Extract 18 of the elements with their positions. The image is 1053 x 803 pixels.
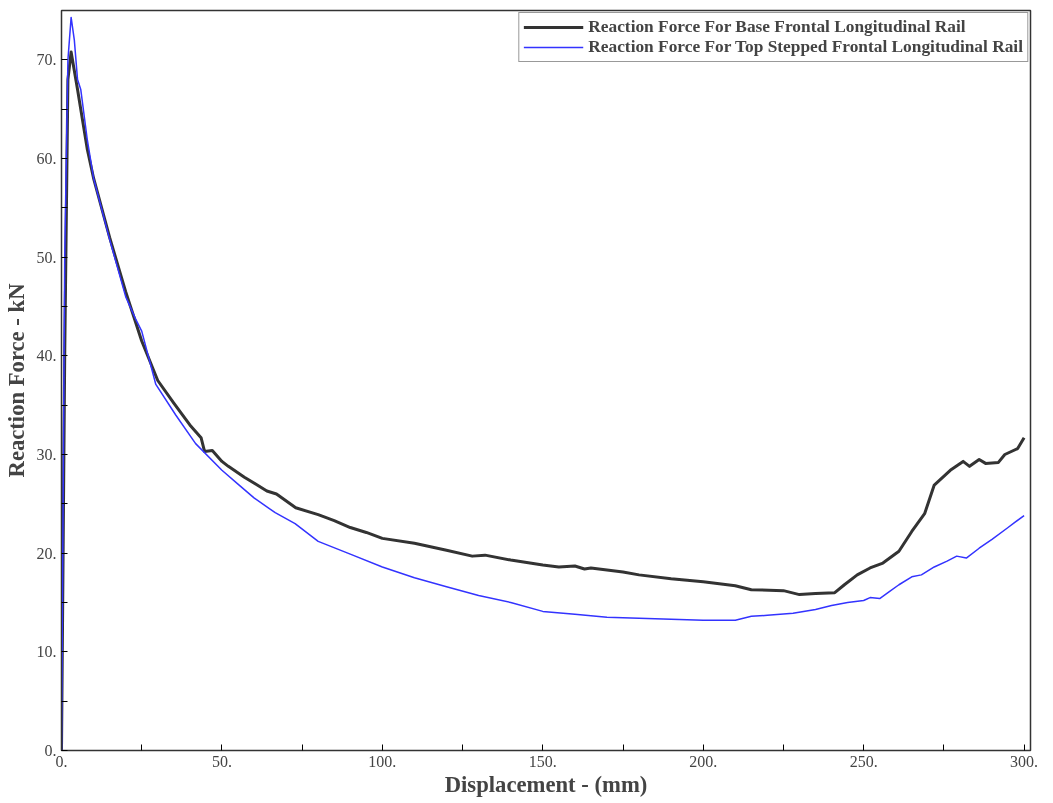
- x-tick-label: 100.: [368, 752, 397, 770]
- legend-label: Reaction Force For Top Stepped Frontal Longitudinal Rail: [588, 37, 1023, 57]
- y-tick-label: 70.: [36, 51, 57, 69]
- x-tick-label: 150.: [528, 752, 557, 770]
- y-tick-label: 40.: [36, 347, 57, 365]
- y-tick-label: 60.: [36, 150, 57, 167]
- x-tick-label: 200.: [689, 752, 718, 770]
- x-tick-label: 300.: [1010, 752, 1039, 770]
- y-tick-label: 30.: [36, 446, 57, 463]
- y-tick-label: 10.: [36, 643, 57, 661]
- x-tick-label: 50.: [211, 752, 232, 770]
- x-axis-title: Displacement - (mm): [444, 771, 648, 797]
- y-tick-label: 20.: [36, 544, 57, 562]
- x-tick-label: 250.: [849, 752, 878, 770]
- legend-label: Reaction Force For Base Frontal Longitudinal Rail: [588, 17, 966, 37]
- y-tick-label: 50.: [36, 248, 57, 266]
- y-axis-title: Reaction Force - kN: [3, 282, 29, 478]
- x-tick-label: 0.: [55, 752, 68, 770]
